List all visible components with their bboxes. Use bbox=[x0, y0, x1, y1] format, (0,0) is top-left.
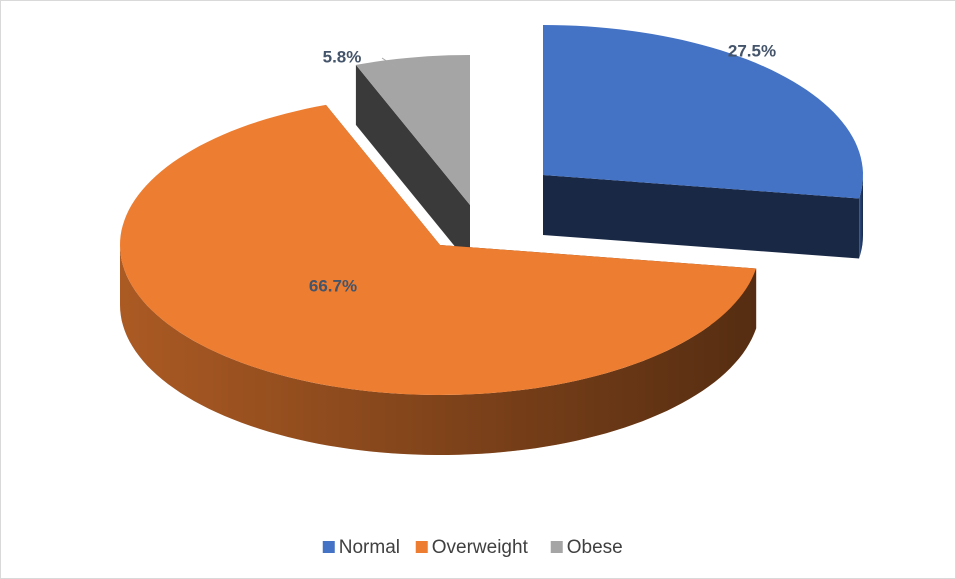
slice bbox=[120, 104, 757, 455]
slice-wall bbox=[355, 64, 470, 266]
value-label: 5.8% bbox=[323, 47, 362, 66]
legend-label: Normal bbox=[339, 537, 400, 558]
value-label: 66.7% bbox=[309, 276, 357, 295]
slice-top bbox=[543, 25, 863, 199]
legend-label: Overweight bbox=[432, 537, 529, 558]
legend-label: Obese bbox=[567, 537, 623, 558]
legend-swatch bbox=[550, 541, 563, 553]
slice-wall bbox=[543, 175, 860, 259]
leader-line bbox=[381, 57, 403, 72]
legend-swatch bbox=[415, 541, 428, 553]
slice-top bbox=[355, 55, 470, 205]
slice-side-shade bbox=[120, 245, 757, 455]
slice bbox=[355, 55, 470, 266]
slice-side-shade bbox=[859, 175, 863, 259]
legend-swatch bbox=[322, 541, 335, 553]
slice bbox=[543, 25, 863, 259]
value-label: 27.5% bbox=[728, 41, 776, 60]
slice-top bbox=[120, 104, 757, 396]
